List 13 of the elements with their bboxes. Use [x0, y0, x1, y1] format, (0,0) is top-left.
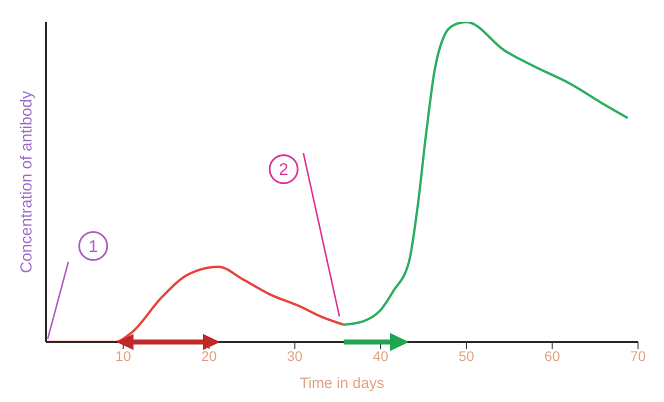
x-tick-label: 40: [372, 348, 389, 364]
x-tick-label: 10: [115, 348, 132, 364]
x-tick-label: 30: [287, 348, 303, 364]
x-tick-label: 70: [630, 348, 646, 364]
x-tick-label: 20: [201, 348, 218, 364]
circled-number: 2: [268, 154, 299, 184]
circled-number: 1: [78, 231, 108, 261]
y-axis-title: Concentration of antibody: [18, 90, 36, 274]
x-tick-label: 50: [458, 348, 474, 364]
annotation: 1: [88, 237, 98, 256]
x-axis-title: Time in days: [300, 375, 384, 392]
annotation: 2: [278, 160, 288, 180]
x-tick-label: 60: [544, 348, 560, 364]
